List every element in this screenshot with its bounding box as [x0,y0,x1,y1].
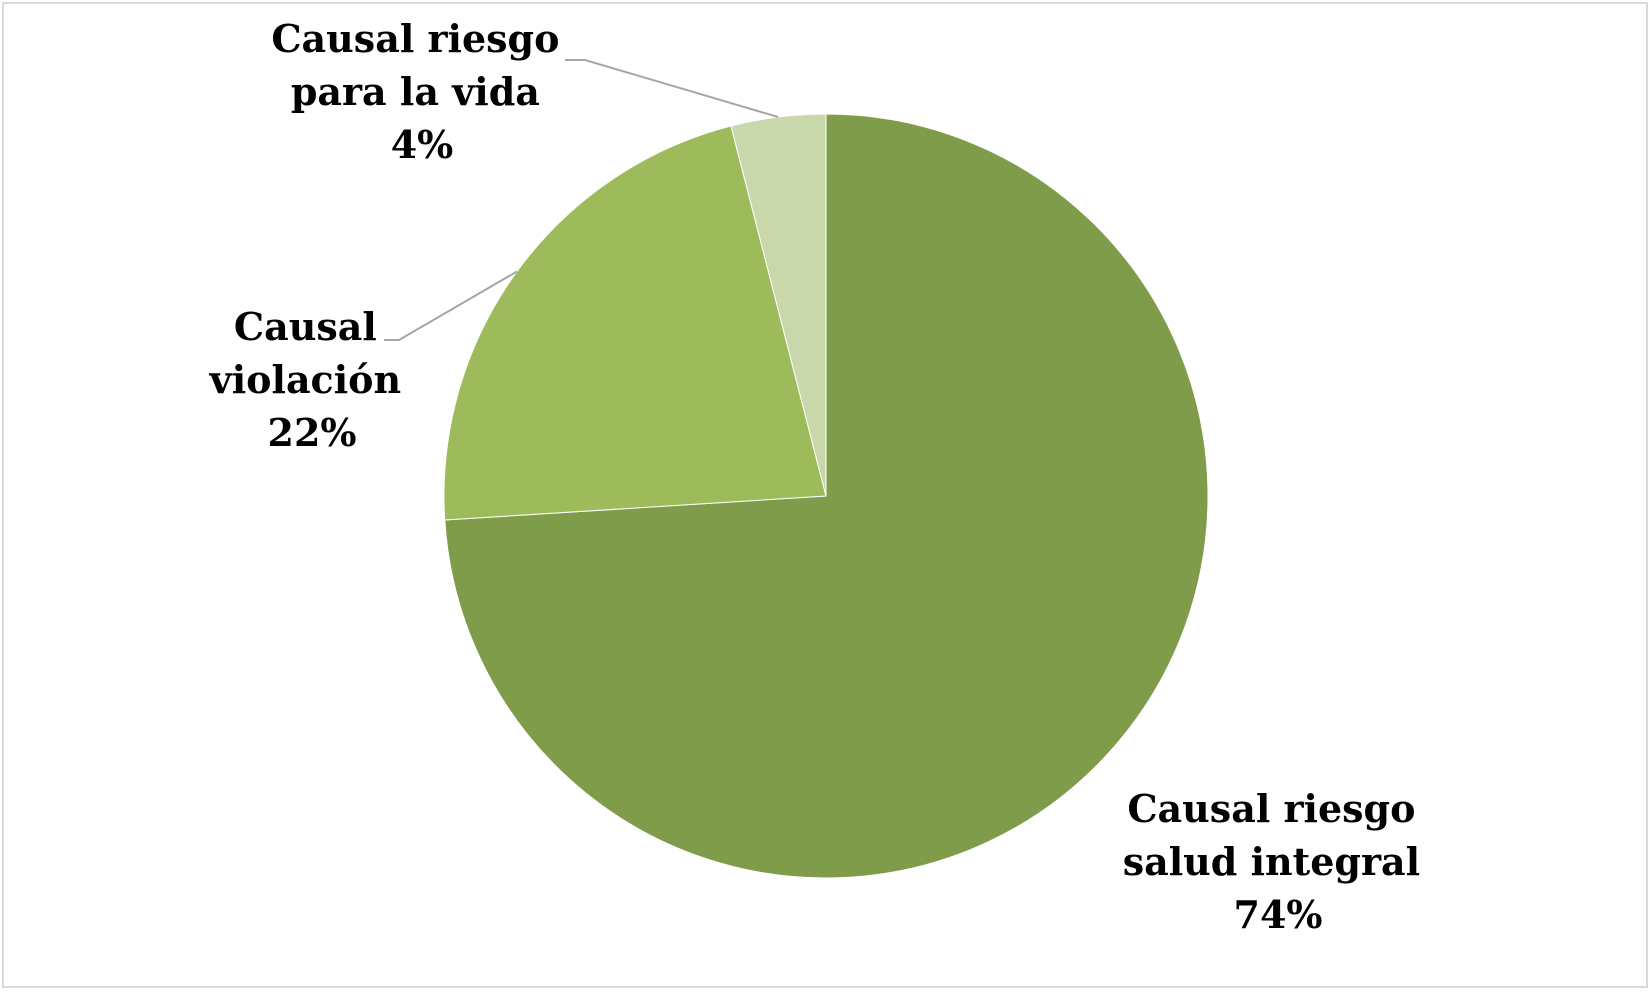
slice-value-label: 22% [268,410,357,455]
slice-label-line: Causal [234,304,377,349]
leader-line-riesgo-vida [565,59,779,118]
slice-label-line: Causal riesgo [271,16,559,61]
slice-label-salud-integral: Causal riesgo salud integral 74% [1123,786,1434,937]
slice-value-label: 4% [391,122,454,167]
slice-label-line: Causal riesgo [1127,786,1415,831]
slice-label-line: para la vida [291,69,540,114]
slice-label-riesgo-vida: Causal riesgo para la vida 4% [271,16,572,167]
pie-slices [443,113,1209,879]
slice-label-line: violación [209,357,401,402]
slice-value-label: 74% [1234,892,1323,937]
slice-label-violacion: Causal violación 22% [209,304,415,455]
slice-label-line: salud integral [1123,839,1420,884]
pie-slice-violacion [443,125,827,521]
leader-line-violacion [384,270,518,341]
leader-lines [384,59,779,341]
